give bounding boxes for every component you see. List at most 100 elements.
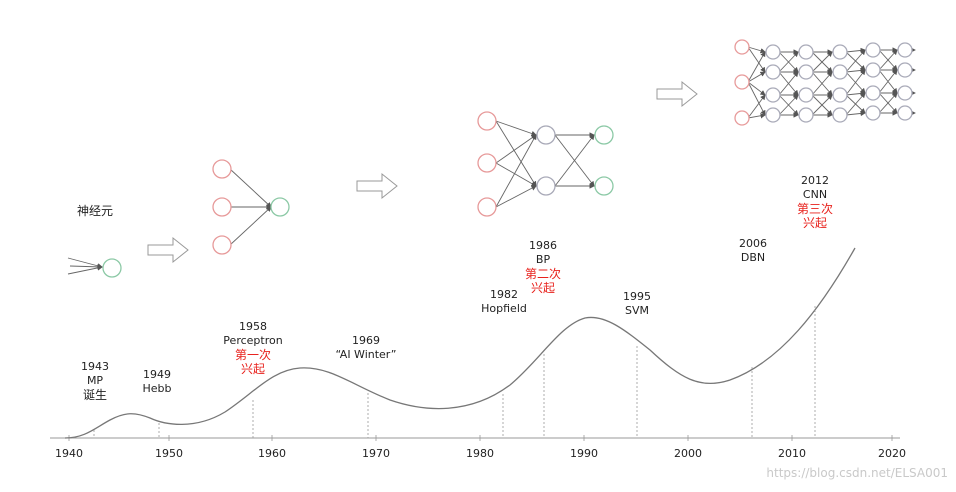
tick-label-1940: 1940 xyxy=(55,447,83,460)
event-cnn: 2012 CNN 第三次 兴起 xyxy=(797,174,833,230)
event-name: MP xyxy=(86,374,104,387)
network-edge xyxy=(495,134,537,208)
hidden-node xyxy=(897,85,913,101)
tick-label-1980: 1980 xyxy=(466,447,494,460)
hidden-node xyxy=(832,64,848,80)
hidden-node xyxy=(765,87,781,103)
event-name: Hebb xyxy=(142,382,172,395)
hidden-node xyxy=(798,44,814,60)
event-year: 2006 xyxy=(739,237,767,250)
network-edge xyxy=(495,120,537,137)
hollow-arrow xyxy=(656,80,698,108)
network-edge xyxy=(495,185,537,208)
hidden-node xyxy=(798,107,814,123)
tick-label-1960: 1960 xyxy=(258,447,286,460)
event-year: 1986 xyxy=(528,239,557,252)
network-edge xyxy=(845,110,866,117)
network-edge xyxy=(67,257,103,269)
network-edge xyxy=(878,49,898,71)
event-year: 1958 xyxy=(238,320,267,333)
tick-label-1970: 1970 xyxy=(362,447,390,460)
output-node xyxy=(270,197,290,217)
network-edge xyxy=(495,162,537,187)
network-edge xyxy=(747,46,766,73)
input-node xyxy=(477,111,497,131)
hidden-node xyxy=(897,105,913,121)
network-edge xyxy=(778,94,799,116)
network-edge xyxy=(811,94,833,116)
watermark: https://blog.csdn.net/ELSA001 xyxy=(766,466,948,480)
event-year: 1969 xyxy=(351,334,380,347)
network-edge xyxy=(845,67,866,74)
network-edge xyxy=(845,47,866,54)
network-edge xyxy=(495,134,537,164)
event-note-line-2: 兴起 xyxy=(240,362,266,376)
event-name: Hopfield xyxy=(481,302,527,315)
tick-label-1950: 1950 xyxy=(155,447,183,460)
network-edge xyxy=(229,206,272,246)
network-edge xyxy=(747,71,766,83)
event-year: 1995 xyxy=(623,290,651,303)
hidden-node xyxy=(536,125,556,145)
hollow-arrow xyxy=(147,236,189,264)
network-edge xyxy=(778,51,799,73)
event-name: SVM xyxy=(625,304,649,317)
hidden-node xyxy=(865,62,881,78)
input-node xyxy=(477,197,497,217)
hidden-node xyxy=(765,64,781,80)
network-edge xyxy=(747,113,766,119)
event-name: “AI Winter” xyxy=(335,348,397,361)
output-node xyxy=(594,176,614,196)
network-edge xyxy=(778,71,799,96)
event-name: DBN xyxy=(740,251,766,264)
popularity-curve xyxy=(64,247,856,439)
network-edge xyxy=(747,46,766,54)
event-note: 诞生 xyxy=(82,388,107,402)
hidden-node xyxy=(765,44,781,60)
network-edge xyxy=(878,69,898,94)
event-note-line-1: 第三次 xyxy=(796,202,834,216)
output-node xyxy=(594,125,614,145)
network-edge xyxy=(811,71,833,96)
input-node xyxy=(212,235,232,255)
event-hebb: 1949 Hebb xyxy=(142,368,171,396)
event-mp: 1943 MP 诞生 xyxy=(81,360,109,402)
hidden-node xyxy=(897,62,913,78)
event-name: BP xyxy=(535,253,551,266)
network-edge xyxy=(845,90,866,97)
tick-label-2000: 2000 xyxy=(674,447,702,460)
hidden-node xyxy=(832,107,848,123)
hidden-node xyxy=(865,42,881,58)
network-edge xyxy=(747,81,766,116)
network-edge xyxy=(747,81,766,96)
neuron-label: 神经元 xyxy=(77,204,114,218)
event-note-line-1: 第一次 xyxy=(234,348,272,362)
input-node xyxy=(212,197,232,217)
tick-label-2010: 2010 xyxy=(778,447,806,460)
hollow-arrow xyxy=(356,172,398,200)
neuron-node xyxy=(102,258,122,278)
network-edge xyxy=(495,120,537,187)
event-year: 1982 xyxy=(490,288,518,301)
event-ai-winter: 1969 “AI Winter” xyxy=(336,334,397,362)
input-node xyxy=(734,39,750,55)
event-year: 1943 xyxy=(81,360,109,373)
event-hopfield: 1982 Hopfield xyxy=(481,288,527,316)
network-edge xyxy=(845,69,866,96)
hidden-node xyxy=(865,85,881,101)
network-edge xyxy=(811,51,833,73)
event-note-line-2: 兴起 xyxy=(530,281,556,295)
network-edge xyxy=(69,264,103,270)
hidden-node xyxy=(865,105,881,121)
event-year: 1949 xyxy=(142,368,171,381)
tick-label-2020: 2020 xyxy=(878,447,906,460)
event-svm: 1995 SVM xyxy=(623,290,651,318)
network-edge xyxy=(878,92,898,114)
network-edge xyxy=(747,51,766,83)
hidden-node xyxy=(765,107,781,123)
event-name: Perceptron xyxy=(223,334,283,347)
hidden-node xyxy=(897,42,913,58)
event-dbn: 2006 DBN xyxy=(739,237,767,265)
event-note-line-2: 兴起 xyxy=(802,216,828,230)
